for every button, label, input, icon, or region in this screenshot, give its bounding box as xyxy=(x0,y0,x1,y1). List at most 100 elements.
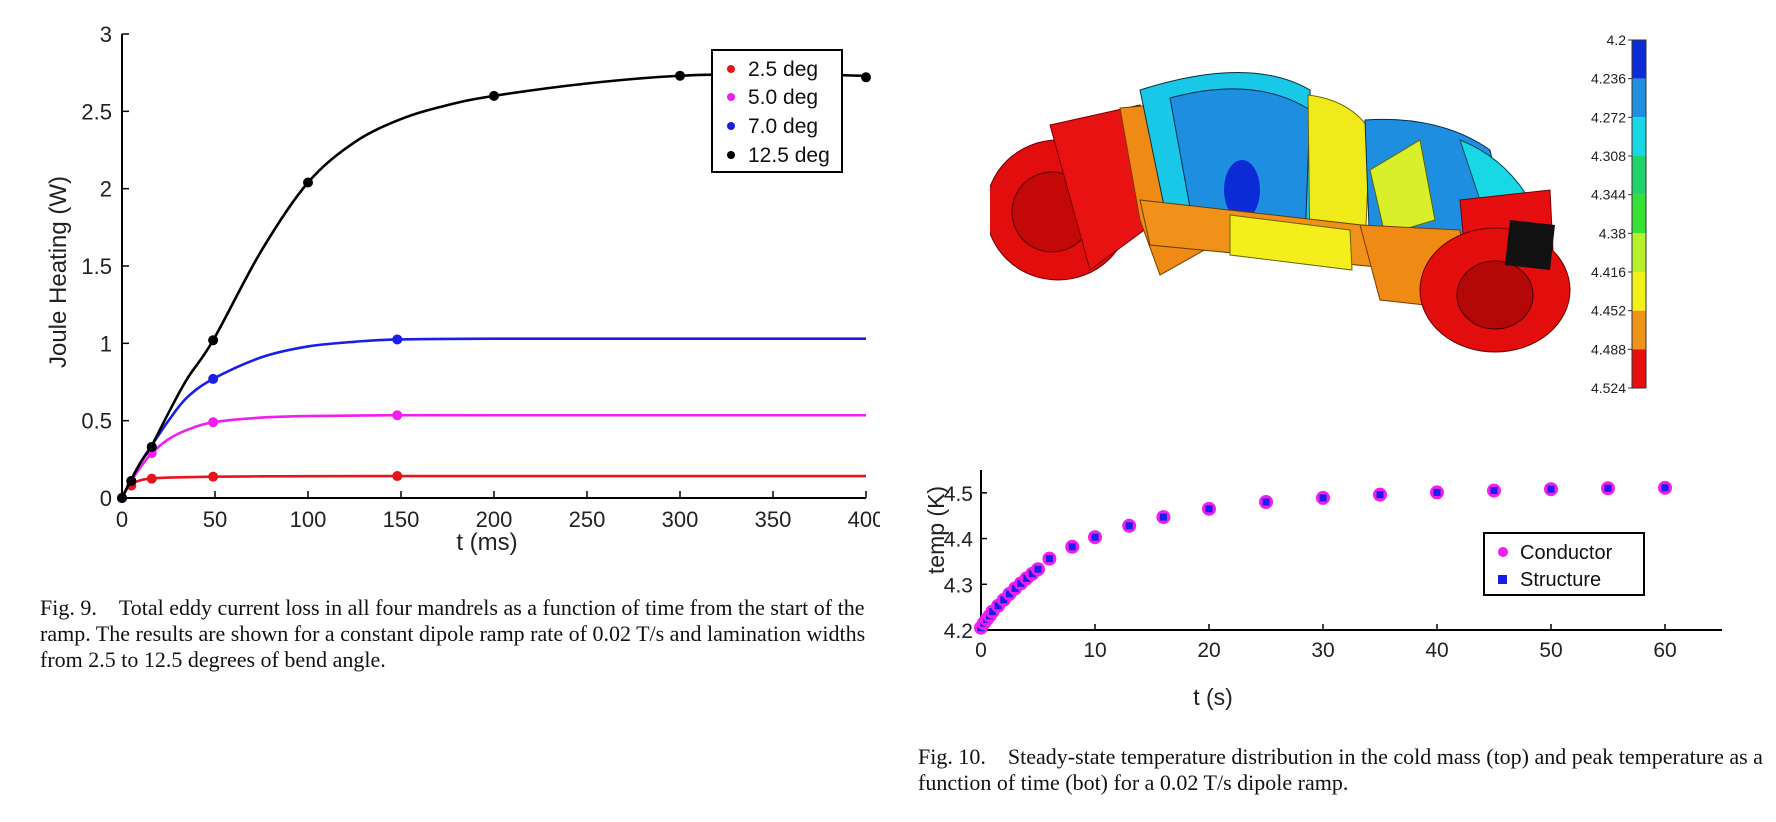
fig9-series-point-0 xyxy=(392,471,403,482)
fig10-x-tick-label: 40 xyxy=(1425,639,1448,662)
legend-marker-structure xyxy=(1498,575,1507,584)
fig9-series-point-1 xyxy=(392,410,403,421)
fig10-structure-point xyxy=(1000,596,1008,604)
colorbar-label: 4.488 xyxy=(1591,341,1626,357)
fig10-legend-box xyxy=(1483,532,1645,596)
fig10-ylabel: temp (K) xyxy=(923,486,949,574)
fig10-structure-point xyxy=(994,602,1002,610)
fig10-structure-point xyxy=(1028,570,1036,578)
fig10-structure-point xyxy=(1547,485,1555,493)
fig10-x-tick-label: 10 xyxy=(1083,639,1106,662)
fig9-series-point-3 xyxy=(146,441,157,452)
fig10-chart: 0 10 20 30 40 50 60 4.2 4.3 4.4 4.5 t (s) temp (K)… xyxy=(923,470,1722,710)
fig10-x-tick-label: 60 xyxy=(1653,639,1676,662)
fig10-xlabel: t (s) xyxy=(1193,684,1233,710)
fig9-ylabel: Joule Heating (W) xyxy=(45,176,72,368)
fig10-structure-point xyxy=(1319,494,1327,502)
fig10-structure-point xyxy=(1068,543,1076,551)
fig10-structure-point xyxy=(1661,484,1669,492)
fig9-x-tick-label: 250 xyxy=(569,507,606,532)
fig10-y-tick-label: 4.4 xyxy=(944,529,974,552)
right-dark-opening xyxy=(1505,220,1555,270)
fig9-series-point-3 xyxy=(117,493,127,503)
fig9-y-tick-label: 1 xyxy=(100,331,112,356)
fig9-series-point-2 xyxy=(208,373,219,384)
fig9-y-tick-label: 0.5 xyxy=(81,409,112,434)
colorbar-segment xyxy=(1632,78,1646,118)
legend-marker-12.5 xyxy=(727,151,735,159)
colorbar-label: 4.308 xyxy=(1591,148,1626,164)
fig9-legend-item-3: 7.0 deg xyxy=(748,115,818,138)
colorbar-segment xyxy=(1632,194,1646,234)
fig9-x-tick-label: 150 xyxy=(383,507,420,532)
fig9-series-point-0 xyxy=(208,471,219,482)
right-end-inner xyxy=(1456,260,1534,330)
fig9-legend-item-1: 2.5 deg xyxy=(748,58,818,81)
fig9-series-point-3 xyxy=(861,72,871,83)
fig10-caption-text: Steady-state temperature distribution in… xyxy=(918,744,1763,795)
colorbar-label: 4.236 xyxy=(1591,71,1626,87)
fig10-structure-point xyxy=(1011,584,1019,592)
fig10-structure-point xyxy=(1045,555,1053,563)
fig10-structure-point xyxy=(1017,579,1025,587)
fig10-structure-point xyxy=(1023,574,1031,582)
colorbar-label: 4.452 xyxy=(1591,303,1626,319)
fig10-caption: Fig. 10. Steady-state temperature distrib… xyxy=(918,744,1773,796)
fig10-structure-point xyxy=(1433,488,1441,496)
fig10-x-tick-label: 0 xyxy=(975,639,987,662)
fig9-series-line-2 xyxy=(120,337,866,499)
fig10-x-tick-label: 50 xyxy=(1539,639,1562,662)
fig9-x-tick-label: 0 xyxy=(116,507,128,532)
fig9-y-tick-label: 3 xyxy=(100,22,112,47)
fig10-x-tick-label: 30 xyxy=(1311,639,1334,662)
colorbar: 4.2 4.236 4.272 4.308 4.344 4.38 4.416 4.452 4.4… xyxy=(1591,32,1647,396)
colorbar-label: 4.344 xyxy=(1591,187,1626,203)
fig10-structure-point xyxy=(1159,513,1167,521)
fig9-chart: 0 50 100 150 200 250 300 350 400 0 0.5 1 1.5 2 2.5 3 t … xyxy=(45,22,880,556)
fig9-x-tick-label: 200 xyxy=(476,507,513,532)
blue-spot-1 xyxy=(1224,160,1260,220)
colorbar-frame xyxy=(1631,39,1647,389)
legend-marker-conductor xyxy=(1498,547,1508,557)
colorbar-segment xyxy=(1632,40,1646,79)
fig10-structure-point xyxy=(1262,498,1270,506)
fig9-x-tick-label: 50 xyxy=(203,507,227,532)
fig9-series-point-0 xyxy=(146,473,157,484)
colorbar-label: 4.416 xyxy=(1591,264,1626,280)
colorbar-segment xyxy=(1632,233,1646,272)
colorbar-segment xyxy=(1632,349,1646,388)
fig9-x-tick-label: 300 xyxy=(662,507,699,532)
fig10-structure-point xyxy=(1376,491,1384,499)
fig9-legend: 2.5 deg 5.0 deg 7.0 deg 12.5 deg xyxy=(711,49,843,173)
fig9-series-point-1 xyxy=(208,417,219,428)
fig9-y-tick-label: 0 xyxy=(100,486,112,511)
colorbar-segment xyxy=(1632,117,1646,156)
fig10-legend-structure: Structure xyxy=(1520,569,1601,591)
fig9-series-point-3 xyxy=(126,475,137,486)
fig10-y-tick-label: 4.5 xyxy=(944,483,973,506)
colorbar-segment xyxy=(1632,310,1646,350)
fig9-series-point-3 xyxy=(303,177,313,188)
fig9-series-point-3 xyxy=(489,90,499,101)
fig10-plot: 0 10 20 30 40 50 60 4.2 4.3 4.4 4.5 xyxy=(944,470,1722,662)
fig10-legend-conductor: Conductor xyxy=(1520,542,1613,564)
middle-yellow-section xyxy=(1307,94,1371,256)
legend-marker-5.0 xyxy=(727,93,735,101)
fig9-y-tick-label: 2.5 xyxy=(81,99,112,124)
colorbar-label: 4.38 xyxy=(1599,225,1626,241)
colorbar-label: 4.272 xyxy=(1591,109,1626,125)
fig9-caption: Fig. 9. Total eddy current loss in all fo… xyxy=(40,595,880,673)
yellow-green-support xyxy=(1369,139,1436,236)
fig10-structure-point xyxy=(1205,505,1213,513)
colorbar-segment xyxy=(1632,156,1646,195)
fig9-x-tick-label: 100 xyxy=(290,507,327,532)
fig10-caption-number: Fig. 10. xyxy=(918,744,986,769)
cold-mass-render: 4.2 4.236 4.272 4.308 4.344 4.38 4.416 4.452 4.4… xyxy=(990,32,1647,396)
fig10-structure-point xyxy=(1034,565,1042,573)
fig9-caption-text: Total eddy current loss in all four mand… xyxy=(40,595,866,672)
fig10-legend: Conductor Structure xyxy=(1483,532,1645,596)
fig10-structure-point xyxy=(1125,522,1133,530)
fig9-caption-number: Fig. 9. xyxy=(40,595,97,620)
fig9-series-point-3 xyxy=(208,335,219,346)
fig9-xlabel: t (ms) xyxy=(456,529,517,556)
